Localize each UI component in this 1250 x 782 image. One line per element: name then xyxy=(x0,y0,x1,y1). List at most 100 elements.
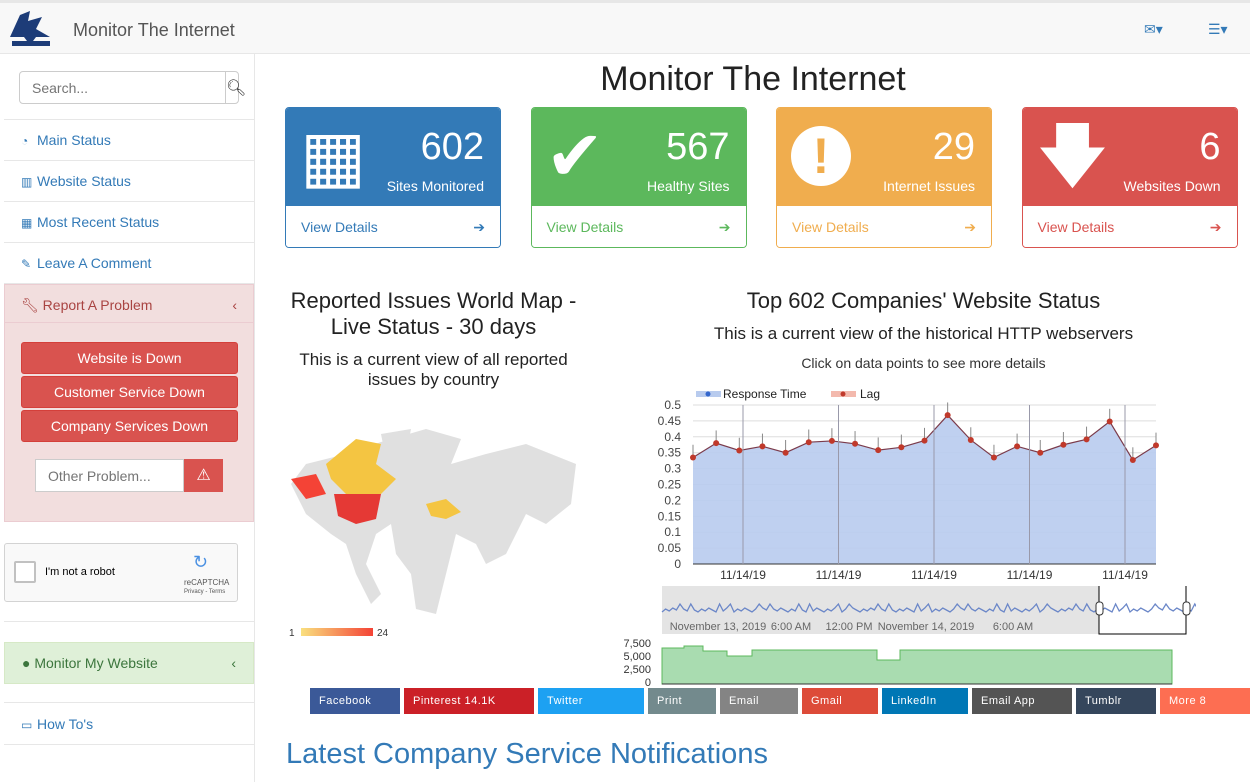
share-pinterest-button[interactable]: Pinterest 14.1K xyxy=(404,688,534,714)
share-twitter-button[interactable]: Twitter xyxy=(538,688,644,714)
y-tick-label: 0.4 xyxy=(664,430,681,444)
navigator-handle-left[interactable] xyxy=(1095,601,1104,616)
share-linkedin-button[interactable]: LinkedIn xyxy=(882,688,968,714)
data-point[interactable] xyxy=(805,439,812,446)
map-subtitle: This is a current view of all reported i… xyxy=(299,350,568,389)
label: Report A Problem xyxy=(42,297,153,313)
data-point[interactable] xyxy=(967,436,974,443)
dashboard-icon: ◔ xyxy=(21,134,29,148)
stat-panel: 🡇 6 Websites Down View Details ➔ xyxy=(1021,107,1238,248)
share-email-button[interactable]: Email App xyxy=(972,688,1072,714)
data-point[interactable] xyxy=(898,444,905,451)
monitor-my-website-toggle[interactable]: ● Monitor My Website ‹ xyxy=(4,642,254,684)
data-point[interactable] xyxy=(828,437,835,444)
data-point[interactable] xyxy=(875,447,882,454)
tasks-icon[interactable]: ☰▾ xyxy=(1208,21,1228,37)
customer-service-down-button[interactable]: Customer Service Down xyxy=(21,376,238,408)
map-region-usa xyxy=(334,494,381,524)
y-tick-label: 0.1 xyxy=(664,525,681,539)
world-map[interactable] xyxy=(286,424,586,664)
data-point[interactable] xyxy=(1129,457,1136,464)
label: Monitor My Website xyxy=(34,655,158,671)
bar-chart-icon: ▥ xyxy=(21,175,33,189)
view-details-link[interactable]: View Details ➔ xyxy=(286,206,500,247)
x-tick-label: 11/14/19 xyxy=(1102,568,1148,582)
status-chart[interactable]: 0 0.05 0.1 0.15 0.20.25 0.3 0.35 0.4 0.45 0.5 11/1… xyxy=(616,384,1196,689)
recaptcha: I'm not a robot ↻ reCAPTCHA Privacy - Te… xyxy=(4,543,238,602)
data-point[interactable] xyxy=(782,449,789,456)
stat-label: Websites Down xyxy=(1123,178,1221,194)
chevron-left-icon: ‹ xyxy=(231,655,236,671)
x-tick-label: 11/14/19 xyxy=(816,568,862,582)
data-point[interactable] xyxy=(944,412,951,419)
map-region-europe xyxy=(426,499,461,519)
view-details-link[interactable]: View Details ➔ xyxy=(777,206,991,247)
stat-panel: ✔ 567 Healthy Sites View Details ➔ xyxy=(530,107,747,248)
report-problem-panel: 🔧︎ Report A Problem ‹ Website is Down Cus… xyxy=(4,284,254,522)
chart-hint: Click on data points to see more details xyxy=(801,355,1046,371)
envelope-icon[interactable]: ✉▾ xyxy=(1144,21,1163,37)
data-point[interactable] xyxy=(1153,442,1159,449)
search-input[interactable] xyxy=(20,72,225,103)
submit-problem-button[interactable]: ⚠ xyxy=(184,459,223,492)
data-point[interactable] xyxy=(736,447,743,454)
notifications-title: Latest Company Service Notifications xyxy=(286,738,768,770)
sidebar-item-website-status[interactable]: ▥ Website Status xyxy=(4,161,254,202)
legend-lag: Lag xyxy=(860,387,880,401)
arrow-circle-right-icon: ➔ xyxy=(964,219,976,235)
website-down-button[interactable]: Website is Down xyxy=(21,342,238,374)
sidebar: 🔍︎ ◔ Main Status ▥ Website Status ▦ Most Re… xyxy=(4,54,255,782)
volume-tick-label: 2,500 xyxy=(623,664,651,676)
x-tick-label: 11/14/19 xyxy=(720,568,766,582)
data-point[interactable] xyxy=(921,437,928,444)
sidebar-item-leave-comment[interactable]: ✎ Leave A Comment xyxy=(4,243,254,284)
sidebar-item-main-status[interactable]: ◔ Main Status xyxy=(4,120,254,161)
other-problem-input[interactable] xyxy=(35,459,184,492)
y-tick-label: 0.5 xyxy=(664,398,681,412)
page-title: Monitor The Internet xyxy=(600,60,906,98)
search-box: 🔍︎ xyxy=(19,71,246,104)
stat-label: Sites Monitored xyxy=(386,178,484,194)
share-more-button[interactable]: More 8 xyxy=(1160,688,1250,714)
data-point[interactable] xyxy=(852,440,859,447)
data-point[interactable] xyxy=(1014,443,1021,450)
navigator-label: 6:00 AM xyxy=(771,621,811,633)
recaptcha-links[interactable]: Privacy - Terms xyxy=(184,589,226,595)
sidebar-item-most-recent-status[interactable]: ▦ Most Recent Status xyxy=(4,202,254,243)
view-details-link[interactable]: View Details ➔ xyxy=(531,206,746,247)
sidebar-item-how-tos[interactable]: ▭ How To's xyxy=(4,704,254,745)
recaptcha-logo-icon: ↻ xyxy=(193,552,209,572)
search-button[interactable]: 🔍︎ xyxy=(225,72,246,103)
share-facebook-button[interactable]: Facebook xyxy=(310,688,400,714)
brand-title[interactable]: Monitor The Internet xyxy=(73,20,235,40)
share-tumblr-button[interactable]: Tumblr xyxy=(1076,688,1156,714)
map-legend-min: 1 xyxy=(289,628,295,639)
data-point[interactable] xyxy=(759,443,766,450)
data-point[interactable] xyxy=(1060,441,1067,448)
data-point[interactable] xyxy=(1106,418,1113,425)
company-services-down-button[interactable]: Company Services Down xyxy=(21,410,238,442)
data-point[interactable] xyxy=(1083,436,1090,443)
view-details-link[interactable]: View Details ➔ xyxy=(1022,206,1237,247)
map-region-greenland xyxy=(381,429,411,459)
report-problem-toggle[interactable]: 🔧︎ Report A Problem ‹ xyxy=(5,285,253,323)
map-region-world xyxy=(291,429,576,614)
check-icon: ✔ xyxy=(545,117,605,195)
label: View Details xyxy=(301,219,378,235)
data-point[interactable] xyxy=(713,440,720,447)
share-print-button[interactable]: Print xyxy=(648,688,716,714)
data-point[interactable] xyxy=(990,454,997,461)
share-email-button[interactable]: Email xyxy=(720,688,798,714)
arrow-circle-right-icon: ➔ xyxy=(1209,219,1222,235)
share-gmail-button[interactable]: Gmail xyxy=(802,688,878,714)
volume-tick-label: 0 xyxy=(645,677,651,689)
arrow-down-icon: 🡇 xyxy=(1036,117,1109,195)
logo-icon[interactable] xyxy=(6,7,54,49)
data-point[interactable] xyxy=(690,454,696,461)
navigator-handle-right[interactable] xyxy=(1182,601,1191,616)
navigator-label: 6:00 AM xyxy=(993,621,1033,633)
recaptcha-checkbox[interactable] xyxy=(14,561,36,583)
legend-marker xyxy=(840,391,846,397)
data-point[interactable] xyxy=(1037,449,1044,456)
wrench-icon: 🔧︎ xyxy=(21,297,43,313)
